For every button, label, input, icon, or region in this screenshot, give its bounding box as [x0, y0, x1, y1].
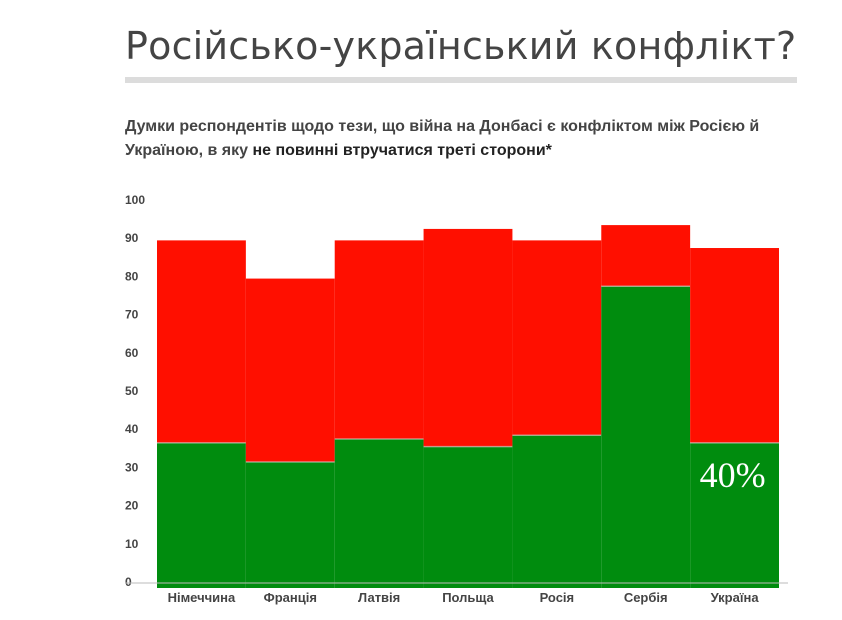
y-tick-label: 30 — [125, 460, 139, 474]
bar-segment-green — [512, 435, 602, 588]
y-tick-label: 80 — [125, 269, 139, 283]
bar-segment-red — [601, 225, 691, 287]
bar-segment-green — [601, 286, 691, 588]
x-category-label: Латвія — [358, 590, 400, 605]
y-tick-label: 70 — [125, 308, 139, 322]
y-tick-label: 10 — [125, 537, 139, 551]
subtitle-text: Думки респондентів щодо тези, що війна н… — [125, 118, 760, 159]
x-category-label: Франція — [264, 590, 317, 605]
title-divider — [125, 77, 797, 83]
y-tick-label: 50 — [125, 384, 139, 398]
x-category-label: Росія — [540, 590, 575, 605]
bar-segment-red — [423, 228, 513, 447]
bar-segment-green — [690, 442, 779, 588]
x-category-label: Україна — [711, 590, 760, 605]
x-category-label: Польща — [442, 590, 494, 605]
subtitle-emphasis: не повинні втручатися треті сторони* — [252, 142, 552, 159]
bar-segment-red — [512, 240, 602, 436]
y-tick-label: 20 — [125, 499, 139, 513]
bar-segment-red — [334, 240, 424, 440]
bar-segment-red — [157, 240, 246, 443]
chart-title: Російсько-український конфлікт? — [125, 24, 797, 68]
y-tick-label: 90 — [125, 231, 139, 245]
y-tick-label: 60 — [125, 346, 139, 360]
chart-subtitle: Думки респондентів щодо тези, що війна н… — [125, 115, 815, 163]
y-tick-label: 40 — [125, 422, 139, 436]
value-annotation: 40% — [700, 455, 766, 495]
bar-segment-green — [245, 461, 335, 588]
bar-segment-red — [245, 278, 335, 462]
bar-segment-green — [423, 446, 513, 588]
y-tick-label: 100 — [125, 193, 145, 207]
bar-segment-green — [334, 439, 424, 588]
x-category-label: Німеччина — [168, 590, 236, 605]
bar-segment-green — [157, 442, 246, 588]
x-category-label: Сербія — [624, 590, 668, 605]
bar-segment-red — [690, 248, 779, 443]
y-tick-label: 0 — [125, 575, 132, 589]
